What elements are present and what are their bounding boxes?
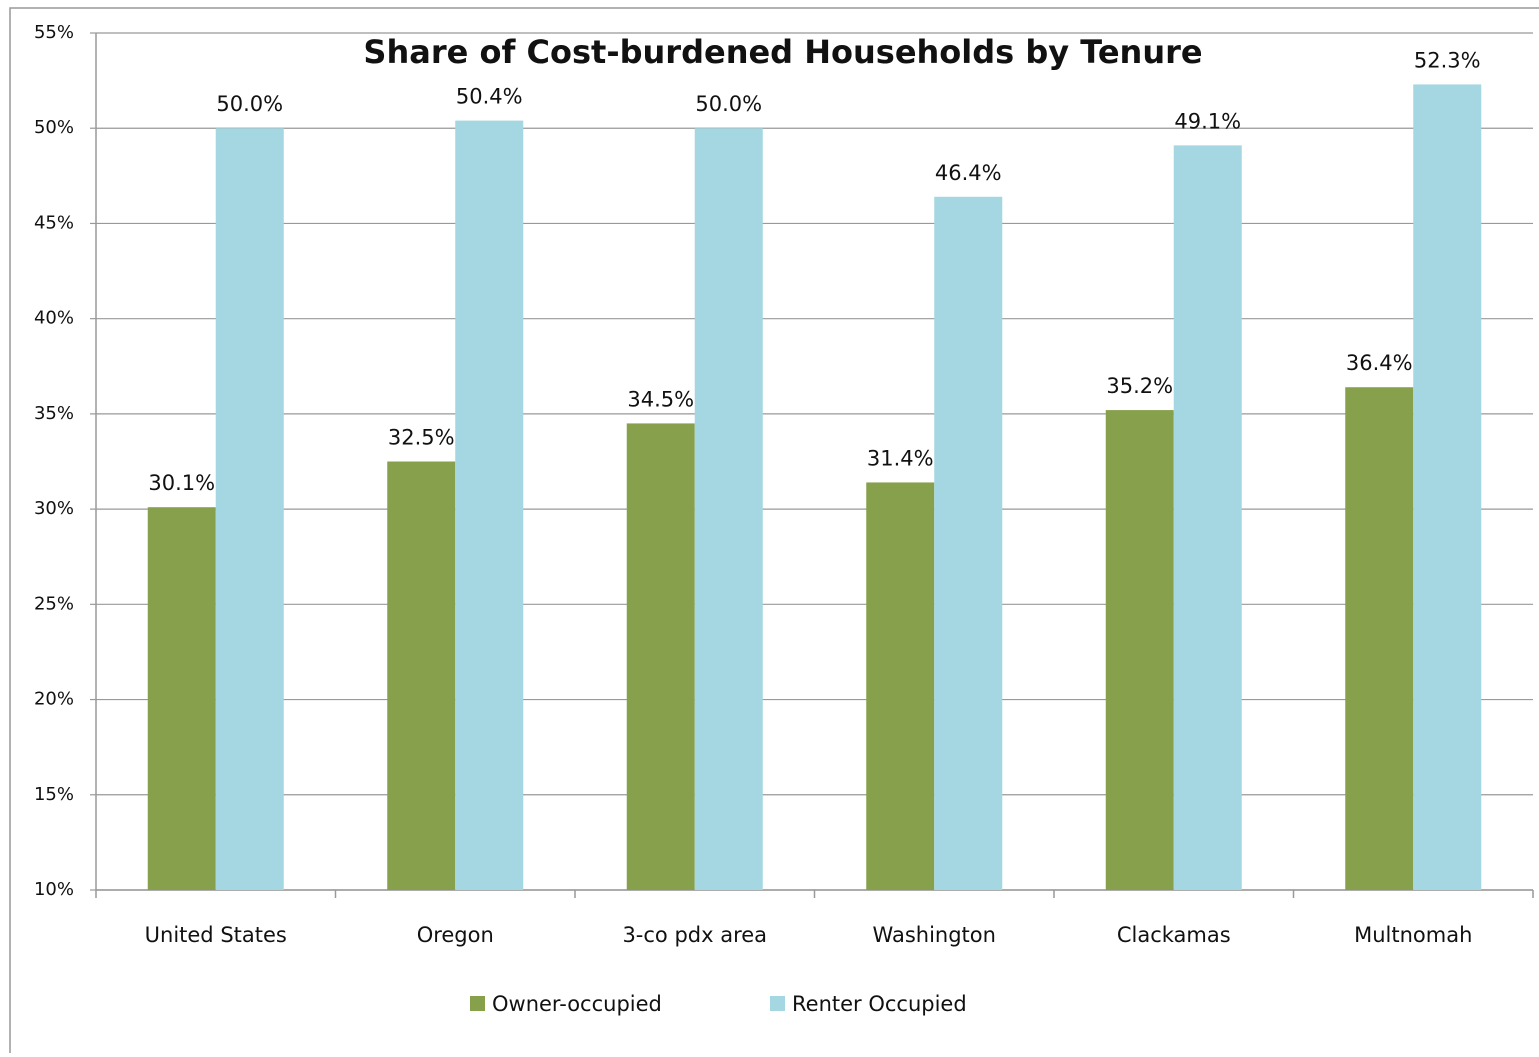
chart-title: Share of Cost-burdened Households by Ten… <box>363 33 1202 71</box>
chart-frame <box>9 7 1539 1057</box>
y-tick-label: 25% <box>34 593 74 614</box>
x-tick-label: Multnomah <box>1354 923 1472 947</box>
y-tick-label: 35% <box>34 403 74 424</box>
value-label: 50.0% <box>216 92 283 116</box>
bar <box>215 128 284 890</box>
legend-label: Renter Occupied <box>792 992 967 1016</box>
bar <box>1345 387 1414 890</box>
x-tick-label: United States <box>145 923 287 947</box>
y-tick-label: 10% <box>34 879 74 900</box>
value-label: 32.5% <box>388 426 455 450</box>
x-tick-label: Washington <box>873 923 996 947</box>
value-label: 50.4% <box>456 85 523 109</box>
x-tick-label: 3-co pdx area <box>622 923 767 947</box>
value-label: 30.1% <box>148 471 215 495</box>
bar <box>934 196 1003 890</box>
value-label: 36.4% <box>1346 351 1413 375</box>
bar <box>455 120 524 891</box>
value-label: 31.4% <box>867 446 934 470</box>
value-label: 49.1% <box>1174 109 1241 133</box>
x-tick-label: Clackamas <box>1117 923 1231 947</box>
legend-swatch <box>470 996 485 1011</box>
y-tick-label: 20% <box>34 689 74 710</box>
bar <box>387 461 456 890</box>
legend-label: Owner-occupied <box>492 992 662 1016</box>
value-label: 50.0% <box>695 92 762 116</box>
y-tick-label: 30% <box>34 498 74 519</box>
bar <box>1105 410 1174 890</box>
y-tick-label: 55% <box>34 22 74 43</box>
bar <box>626 423 695 890</box>
value-label: 52.3% <box>1414 48 1481 72</box>
y-tick-label: 50% <box>34 117 74 138</box>
bar <box>1413 84 1482 891</box>
value-label: 34.5% <box>627 387 694 411</box>
y-tick-label: 40% <box>34 308 74 329</box>
bar <box>147 507 216 890</box>
legend-swatch <box>770 996 785 1011</box>
bar <box>1173 145 1242 890</box>
y-tick-label: 45% <box>34 212 74 233</box>
y-tick-label: 15% <box>34 784 74 805</box>
value-label: 35.2% <box>1106 374 1173 398</box>
value-label: 46.4% <box>935 161 1002 185</box>
x-tick-label: Oregon <box>417 923 494 947</box>
bar <box>694 128 763 890</box>
bar <box>866 482 935 890</box>
